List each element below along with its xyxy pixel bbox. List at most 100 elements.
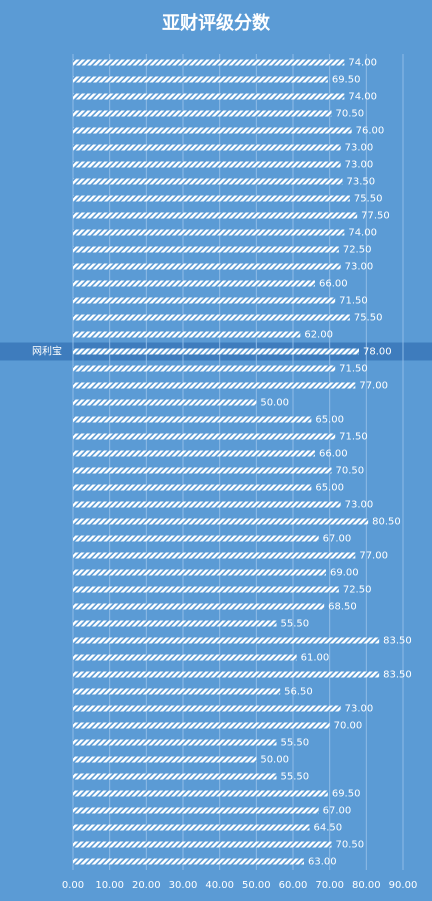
bar (73, 195, 350, 202)
bar (73, 433, 336, 440)
data-label: 77.50 (361, 211, 390, 222)
data-label: 70.50 (336, 840, 365, 851)
x-tick-label: 30.00 (169, 880, 198, 891)
bar (73, 93, 345, 100)
data-label: 50.00 (260, 398, 289, 409)
data-label: 64.50 (314, 823, 343, 834)
data-label: 70.00 (334, 721, 363, 732)
data-label: 69.50 (332, 789, 361, 800)
x-tick-label: 70.00 (315, 880, 344, 891)
bar (73, 569, 326, 576)
bar (73, 178, 343, 185)
bar (73, 212, 358, 219)
bar (73, 348, 359, 355)
bar (73, 739, 277, 746)
data-label: 65.00 (315, 483, 344, 494)
data-label: 55.50 (281, 738, 310, 749)
bar (73, 144, 341, 151)
data-label: 70.50 (336, 466, 365, 477)
bar (73, 722, 330, 729)
x-tick-label: 80.00 (352, 880, 381, 891)
bar (73, 807, 319, 814)
bar (73, 161, 341, 168)
bar (73, 331, 301, 338)
data-label: 71.50 (339, 364, 368, 375)
chart-title: 亚财评级分数 (162, 12, 271, 34)
data-label: 55.50 (281, 772, 310, 783)
data-label: 74.00 (348, 228, 377, 239)
data-label: 55.50 (281, 619, 310, 630)
data-label: 72.50 (343, 585, 372, 596)
data-label: 66.00 (319, 449, 348, 460)
data-label: 63.00 (308, 857, 337, 868)
bar (73, 297, 336, 304)
x-tick-label: 60.00 (279, 880, 308, 891)
data-label: 56.50 (284, 687, 313, 698)
bar (73, 705, 341, 712)
data-label: 73.00 (345, 500, 374, 511)
bar (73, 586, 339, 593)
data-label: 75.50 (354, 194, 383, 205)
data-label: 72.50 (343, 245, 372, 256)
bar (73, 535, 319, 542)
bar (73, 59, 345, 66)
x-tick-label: 90.00 (389, 880, 418, 891)
data-label: 75.50 (354, 313, 383, 324)
x-tick-label: 50.00 (242, 880, 271, 891)
bar (73, 756, 257, 763)
bar (73, 76, 328, 83)
data-label: 77.00 (359, 381, 388, 392)
bar (73, 110, 332, 117)
bar (73, 637, 380, 644)
bar (73, 620, 277, 627)
data-label: 61.00 (301, 653, 330, 664)
data-label: 77.00 (359, 551, 388, 562)
data-label: 67.00 (323, 806, 352, 817)
bar (73, 773, 277, 780)
bar (73, 280, 315, 287)
bar (73, 603, 325, 610)
bar (73, 518, 369, 525)
bar (73, 484, 312, 491)
data-label: 73.00 (345, 704, 374, 715)
data-label: 73.00 (345, 160, 374, 171)
data-label: 83.50 (383, 636, 412, 647)
bar (73, 467, 332, 474)
data-label: 65.00 (315, 415, 344, 426)
bar (73, 229, 345, 236)
x-tick-label: 20.00 (132, 880, 161, 891)
data-label: 78.00 (363, 347, 392, 358)
data-label: 69.50 (332, 75, 361, 86)
data-label: 73.00 (345, 143, 374, 154)
data-label: 74.00 (348, 58, 377, 69)
data-label: 70.50 (336, 109, 365, 120)
data-label: 71.50 (339, 432, 368, 443)
bar (73, 552, 356, 559)
bar (73, 671, 380, 678)
x-tick-label: 10.00 (95, 880, 124, 891)
data-label: 66.00 (319, 279, 348, 290)
bar (73, 127, 352, 134)
bar (73, 841, 332, 848)
bar (73, 501, 341, 508)
y-tick-label: 网利宝 (32, 345, 62, 358)
data-label: 73.00 (345, 262, 374, 273)
data-label: 73.50 (347, 177, 376, 188)
bar (73, 790, 328, 797)
data-label: 76.00 (356, 126, 385, 137)
data-label: 80.50 (372, 517, 401, 528)
bar (73, 824, 310, 831)
x-tick-label: 40.00 (205, 880, 234, 891)
data-label: 50.00 (260, 755, 289, 766)
data-label: 69.00 (330, 568, 359, 579)
data-label: 83.50 (383, 670, 412, 681)
bar (73, 399, 257, 406)
bar (73, 263, 341, 270)
bar (73, 416, 312, 423)
bar (73, 450, 315, 457)
bar (73, 654, 297, 661)
data-label: 67.00 (323, 534, 352, 545)
data-label: 68.50 (328, 602, 357, 613)
